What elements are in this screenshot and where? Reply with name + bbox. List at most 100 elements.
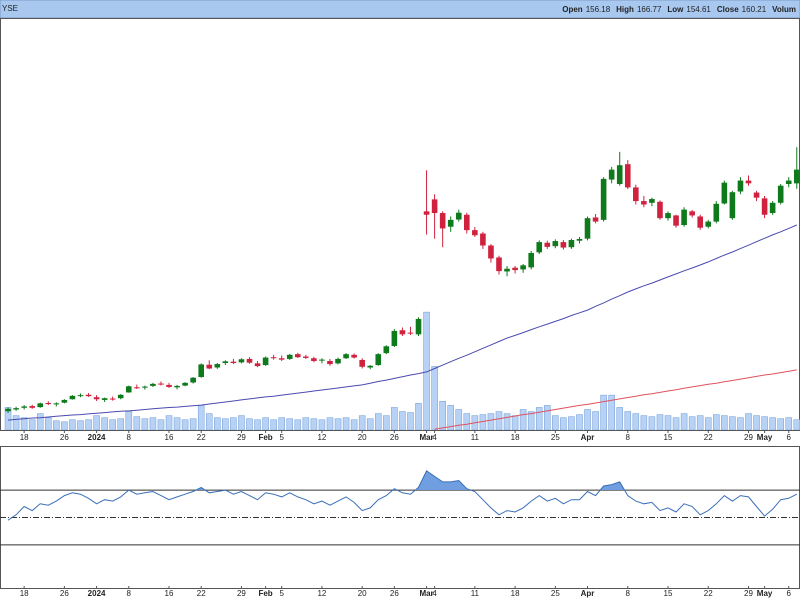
volume-bar: [358, 415, 366, 430]
volume-bar: [769, 417, 776, 430]
candle-body: [190, 377, 196, 383]
candle-body: [624, 164, 631, 188]
volume-bar: [383, 415, 390, 430]
candle-body: [753, 192, 760, 198]
x-tick-label: 2024: [88, 433, 106, 442]
volume-bar: [254, 419, 261, 430]
candle-body: [520, 265, 526, 270]
volume-bar: [439, 400, 446, 430]
volume-bar: [745, 413, 752, 430]
volume-bar: [214, 417, 221, 430]
candle-body: [439, 213, 446, 229]
volume-bar: [318, 419, 326, 430]
volume-bar: [173, 417, 181, 430]
volume-bar: [656, 414, 664, 430]
candle-body: [415, 318, 422, 335]
x-tick-label: Mar: [419, 433, 433, 442]
candle-body: [407, 332, 414, 334]
candle-body: [560, 242, 567, 248]
x-tick-label: 25: [551, 589, 560, 598]
volume-bar: [366, 418, 374, 430]
volume-bar: [600, 394, 607, 430]
field-label: Low: [667, 5, 684, 14]
candle-body: [793, 169, 800, 184]
candle-body: [198, 364, 205, 378]
candle-body: [665, 213, 671, 219]
candle-body: [447, 219, 454, 227]
volume-bar: [543, 405, 551, 430]
candle-body: [327, 360, 333, 365]
candle-body: [528, 253, 534, 268]
x-tick-label: 8: [626, 433, 631, 442]
x-tick-label: 8: [626, 589, 631, 598]
candle-body: [423, 211, 430, 215]
candle-body: [343, 354, 349, 359]
x-tick-label: 18: [511, 433, 520, 442]
candle-body: [641, 201, 647, 205]
volume-bar: [447, 405, 455, 430]
candle-body: [214, 364, 221, 368]
volume-bar: [624, 411, 632, 430]
candle-body: [182, 382, 188, 386]
candle-body: [455, 212, 462, 220]
volume-bar: [527, 411, 535, 430]
volume-bar: [189, 418, 197, 430]
x-tick-label: 6: [787, 589, 792, 598]
x-tick-label: May: [757, 433, 773, 442]
volume-bar: [753, 415, 760, 430]
candle-body: [431, 199, 438, 214]
volume-bar: [608, 394, 615, 430]
candle-body: [150, 383, 156, 386]
x-tick-label: 12: [317, 589, 326, 598]
candle-body: [608, 169, 615, 180]
volume-bar: [36, 413, 44, 430]
candle-body: [705, 221, 712, 227]
candle-body: [85, 394, 92, 397]
volume-bar: [334, 418, 342, 430]
x-tick-label: Apr: [581, 433, 595, 442]
candle-body: [480, 233, 486, 246]
candle-body: [238, 359, 245, 363]
candle-body: [472, 230, 478, 236]
volume-bar: [560, 417, 567, 430]
candle-body: [504, 268, 510, 272]
volume-bar: [125, 411, 133, 430]
volume-bar: [680, 413, 688, 430]
candle-body: [600, 178, 607, 220]
volume-bar: [238, 415, 245, 430]
volume-bar: [415, 403, 422, 430]
x-tick-label: 6: [787, 433, 792, 442]
x-tick-label: 22: [197, 433, 206, 442]
x-tick-label: 4: [432, 589, 437, 598]
candle-body: [174, 385, 180, 388]
field-label: Close: [717, 5, 739, 14]
volume-bar: [632, 413, 640, 430]
candle-body: [335, 358, 341, 364]
candle-body: [785, 180, 792, 184]
volume-layer: [4, 311, 800, 430]
x-tick-label: 20: [358, 433, 367, 442]
volume-bar: [463, 413, 471, 430]
volume-bar: [141, 418, 149, 430]
candle-body: [270, 357, 277, 359]
volume-bar: [101, 417, 108, 430]
volume-bar: [712, 414, 720, 430]
candle-body: [713, 203, 720, 222]
x-tick-label: 16: [165, 433, 174, 442]
volume-bar: [165, 415, 173, 430]
x-tick-label: Feb: [258, 589, 272, 598]
candle-body: [29, 406, 35, 408]
rsi-layer: [0, 470, 800, 546]
candle-body: [512, 267, 518, 271]
volume-bar: [350, 419, 358, 430]
candle-body: [294, 354, 301, 358]
volume-bar: [785, 417, 793, 430]
volume-bar: [77, 420, 84, 430]
volume-bar: [576, 414, 583, 430]
volume-bar: [721, 415, 728, 430]
volume-bar: [592, 411, 599, 430]
volume-bar: [326, 417, 334, 430]
volume-bar: [278, 417, 285, 430]
